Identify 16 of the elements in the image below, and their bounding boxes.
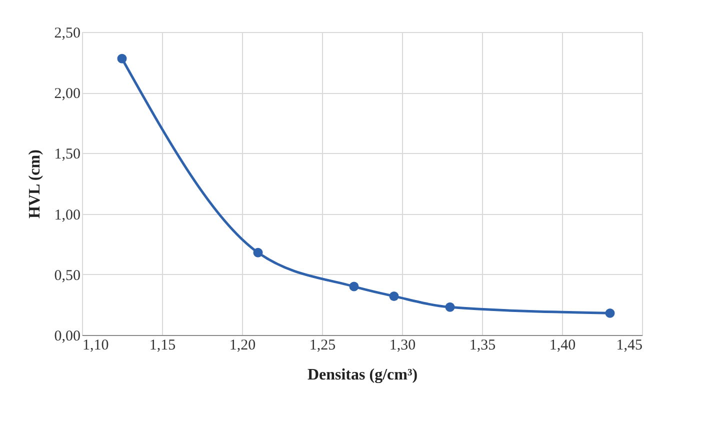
x-axis-title: Densitas (g/cm³) — [307, 366, 418, 384]
y-tick-label: 2,50 — [54, 26, 80, 42]
x-tick-label: 1,30 — [389, 338, 416, 354]
y-tick-label: 0,00 — [54, 328, 80, 344]
x-tick-label: 1,45 — [616, 338, 642, 354]
y-tick-label: 1,50 — [54, 146, 80, 163]
x-tick-label: 1,15 — [149, 338, 176, 354]
y-tick-label: 2,00 — [54, 86, 80, 102]
x-tick-label: 1,25 — [309, 338, 336, 354]
y-axis-title: HVL (cm) — [26, 150, 44, 218]
x-tick-label: 1,40 — [549, 338, 576, 354]
x-tick-label: 1,10 — [82, 338, 109, 354]
x-tick-label: 1,35 — [469, 338, 496, 354]
x-tick-label: 1,20 — [229, 338, 256, 354]
y-tick-label: 1,00 — [54, 207, 80, 224]
y-tick-label: 0,50 — [54, 268, 80, 284]
